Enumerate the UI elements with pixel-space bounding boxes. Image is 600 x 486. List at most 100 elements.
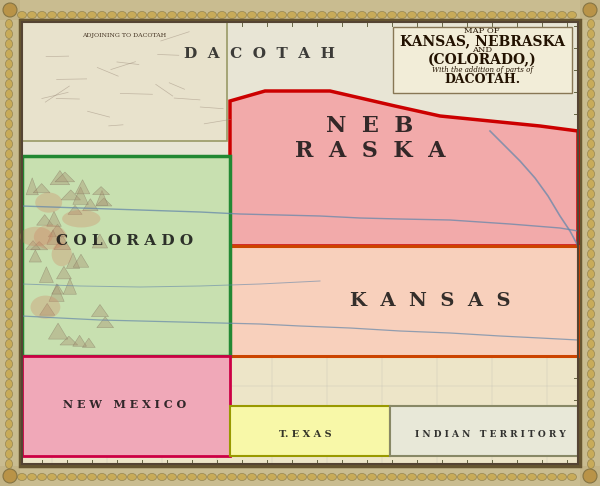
Ellipse shape bbox=[557, 473, 566, 481]
Ellipse shape bbox=[5, 349, 13, 359]
Ellipse shape bbox=[5, 249, 13, 259]
Text: N  E  B: N E B bbox=[326, 115, 413, 137]
Ellipse shape bbox=[308, 473, 317, 481]
Ellipse shape bbox=[587, 69, 595, 79]
Ellipse shape bbox=[5, 380, 13, 388]
Polygon shape bbox=[61, 190, 80, 200]
Ellipse shape bbox=[5, 410, 13, 418]
Ellipse shape bbox=[437, 473, 446, 481]
Polygon shape bbox=[64, 278, 76, 294]
Ellipse shape bbox=[5, 299, 13, 309]
Polygon shape bbox=[96, 198, 112, 206]
Ellipse shape bbox=[347, 12, 356, 18]
Ellipse shape bbox=[538, 473, 547, 481]
Ellipse shape bbox=[17, 473, 26, 481]
Ellipse shape bbox=[277, 12, 287, 18]
Ellipse shape bbox=[337, 473, 347, 481]
Ellipse shape bbox=[587, 450, 595, 458]
Ellipse shape bbox=[508, 473, 517, 481]
Polygon shape bbox=[33, 184, 50, 193]
Polygon shape bbox=[22, 22, 578, 156]
Polygon shape bbox=[40, 267, 53, 282]
Ellipse shape bbox=[5, 100, 13, 108]
Ellipse shape bbox=[5, 439, 13, 449]
Ellipse shape bbox=[587, 229, 595, 239]
Ellipse shape bbox=[587, 340, 595, 348]
Ellipse shape bbox=[587, 349, 595, 359]
Text: T. E X A S: T. E X A S bbox=[278, 430, 331, 438]
Ellipse shape bbox=[238, 473, 247, 481]
Ellipse shape bbox=[178, 12, 187, 18]
Ellipse shape bbox=[268, 473, 277, 481]
Bar bbox=[0, 0, 20, 486]
Ellipse shape bbox=[437, 12, 446, 18]
Ellipse shape bbox=[497, 473, 506, 481]
Polygon shape bbox=[29, 250, 41, 262]
Ellipse shape bbox=[3, 3, 17, 17]
Ellipse shape bbox=[587, 170, 595, 178]
Ellipse shape bbox=[227, 12, 236, 18]
Text: With the addition of parts of: With the addition of parts of bbox=[431, 66, 533, 74]
Ellipse shape bbox=[5, 50, 13, 58]
Ellipse shape bbox=[277, 473, 287, 481]
Ellipse shape bbox=[128, 473, 137, 481]
Bar bbox=[26, 26, 574, 460]
Ellipse shape bbox=[5, 459, 13, 469]
Ellipse shape bbox=[47, 473, 56, 481]
Ellipse shape bbox=[587, 360, 595, 368]
Ellipse shape bbox=[3, 469, 17, 483]
Bar bbox=[580, 0, 600, 486]
Ellipse shape bbox=[508, 12, 517, 18]
Ellipse shape bbox=[587, 290, 595, 298]
Ellipse shape bbox=[5, 129, 13, 139]
Polygon shape bbox=[52, 284, 64, 294]
Ellipse shape bbox=[5, 109, 13, 119]
Polygon shape bbox=[230, 246, 578, 356]
Polygon shape bbox=[22, 156, 230, 356]
Ellipse shape bbox=[587, 310, 595, 318]
Ellipse shape bbox=[367, 473, 377, 481]
Ellipse shape bbox=[587, 220, 595, 228]
Ellipse shape bbox=[287, 12, 296, 18]
Ellipse shape bbox=[5, 330, 13, 339]
Polygon shape bbox=[60, 336, 78, 345]
Ellipse shape bbox=[35, 192, 62, 213]
Ellipse shape bbox=[418, 473, 427, 481]
Polygon shape bbox=[230, 91, 578, 246]
Ellipse shape bbox=[317, 12, 326, 18]
Ellipse shape bbox=[157, 473, 167, 481]
Ellipse shape bbox=[587, 59, 595, 69]
Ellipse shape bbox=[557, 12, 566, 18]
Ellipse shape bbox=[5, 139, 13, 149]
Polygon shape bbox=[68, 205, 82, 214]
Ellipse shape bbox=[377, 12, 386, 18]
Ellipse shape bbox=[583, 469, 597, 483]
Ellipse shape bbox=[427, 473, 437, 481]
Ellipse shape bbox=[257, 12, 266, 18]
Ellipse shape bbox=[587, 399, 595, 409]
Ellipse shape bbox=[587, 150, 595, 158]
Ellipse shape bbox=[548, 12, 557, 18]
Ellipse shape bbox=[548, 473, 557, 481]
Ellipse shape bbox=[517, 12, 527, 18]
Polygon shape bbox=[73, 187, 88, 205]
Ellipse shape bbox=[5, 430, 13, 438]
Ellipse shape bbox=[5, 340, 13, 348]
Ellipse shape bbox=[5, 199, 13, 208]
Ellipse shape bbox=[587, 319, 595, 329]
Polygon shape bbox=[92, 234, 107, 248]
Polygon shape bbox=[49, 323, 68, 339]
Ellipse shape bbox=[37, 473, 47, 481]
Polygon shape bbox=[26, 178, 38, 195]
Ellipse shape bbox=[587, 260, 595, 268]
Ellipse shape bbox=[28, 473, 37, 481]
Bar bbox=[0, 466, 600, 486]
Ellipse shape bbox=[467, 473, 476, 481]
Ellipse shape bbox=[5, 319, 13, 329]
Ellipse shape bbox=[587, 380, 595, 388]
Ellipse shape bbox=[37, 12, 47, 18]
Ellipse shape bbox=[34, 225, 67, 249]
Ellipse shape bbox=[5, 120, 13, 128]
Ellipse shape bbox=[5, 150, 13, 158]
Ellipse shape bbox=[208, 12, 217, 18]
